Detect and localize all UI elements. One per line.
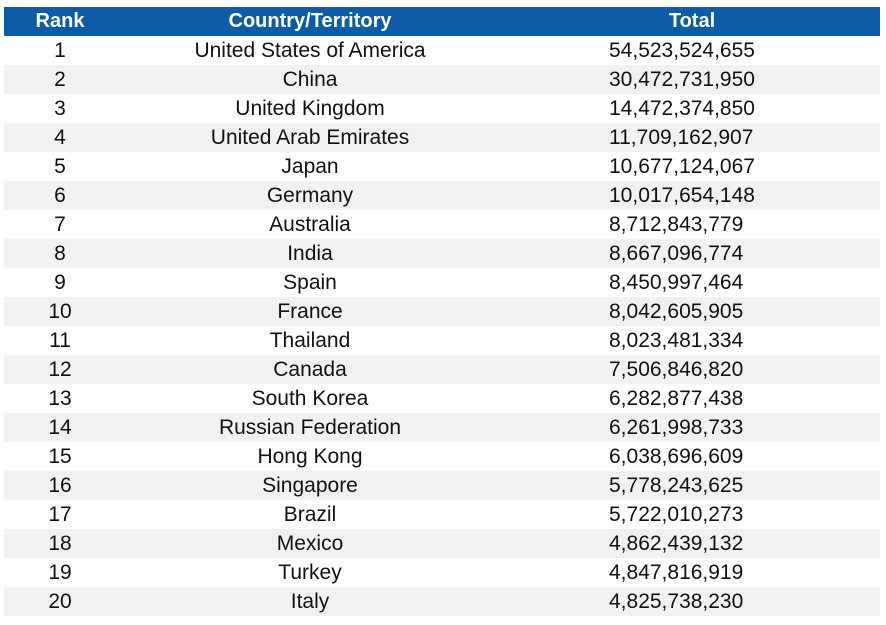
table-row: 19 Turkey 4,847,816,919 [4,558,880,587]
column-header-rank: Rank [35,10,85,32]
total-cell: 8,667,096,774 [609,242,744,265]
country-cell: Hong Kong [257,445,363,468]
rank-cell: 17 [48,503,72,526]
country-cell: Germany [266,184,354,207]
ranking-table-container: Rank Country/Territory Total 1 United Sta… [4,7,880,616]
total-cell: 4,862,439,132 [609,532,744,555]
table-row: 6 Germany 10,017,654,148 [4,181,880,210]
table-row: 11 Thailand 8,023,481,334 [4,326,880,355]
total-cell: 11,709,162,907 [609,126,754,149]
table-row: 12 Canada 7,506,846,820 [4,355,880,384]
rank-cell: 4 [54,126,66,149]
country-cell: Italy [290,590,330,613]
total-cell: 54,523,524,655 [609,39,755,62]
total-cell: 6,282,877,438 [609,387,744,410]
total-cell: 8,023,481,334 [609,329,744,352]
country-cell: Singapore [262,474,358,497]
table-row: 10 France 8,042,605,905 [4,297,880,326]
table-row: 1 United States of America 54,523,524,655 [4,36,880,65]
total-cell: 4,825,738,230 [609,590,744,613]
table-body: 1 United States of America 54,523,524,655 … [4,36,880,616]
rank-cell: 10 [48,300,72,323]
total-cell: 10,017,654,148 [609,184,755,207]
rank-cell: 11 [49,329,71,352]
country-cell: Australia [269,213,351,236]
rank-cell: 9 [54,271,66,294]
country-cell: South Korea [251,387,369,410]
total-cell: 5,722,010,273 [609,503,744,526]
rank-cell: 1 [54,39,66,62]
table-row: 15 Hong Kong 6,038,696,609 [4,442,880,471]
rank-cell: 19 [48,561,72,584]
country-cell: United Kingdom [235,97,385,120]
rank-cell: 20 [48,590,72,613]
rank-cell: 7 [54,213,66,236]
table-row: 8 India 8,667,096,774 [4,239,880,268]
rank-cell: 18 [48,532,72,555]
table-row: 3 United Kingdom 14,472,374,850 [4,94,880,123]
country-cell: Canada [273,358,347,381]
total-cell: 7,506,846,820 [609,358,744,381]
total-cell: 30,472,731,950 [609,68,755,91]
table-row: 18 Mexico 4,862,439,132 [4,529,880,558]
table-header: Rank Country/Territory Total [4,7,880,36]
rank-cell: 6 [54,184,66,207]
country-cell: Mexico [276,532,344,555]
country-cell: United States of America [194,39,426,62]
table-row: 2 China 30,472,731,950 [4,65,880,94]
total-cell: 10,677,124,067 [609,155,755,178]
rank-cell: 2 [54,68,66,91]
country-cell: Spain [283,271,337,294]
rank-cell: 8 [54,242,66,265]
total-cell: 5,778,243,625 [609,474,744,497]
rank-cell: 15 [48,445,72,468]
total-cell: 8,450,997,464 [609,271,744,294]
total-cell: 4,847,816,919 [609,561,744,584]
table-row: 13 South Korea 6,282,877,438 [4,384,880,413]
ranking-table: Rank Country/Territory Total 1 United Sta… [4,7,880,616]
rank-cell: 16 [48,474,72,497]
column-header-country: Country/Territory [228,10,392,32]
rank-cell: 5 [54,155,66,178]
total-cell: 14,472,374,850 [609,97,755,120]
total-cell: 8,042,605,905 [609,300,744,323]
table-row: 9 Spain 8,450,997,464 [4,268,880,297]
table-row: 7 Australia 8,712,843,779 [4,210,880,239]
table-row: 4 United Arab Emirates 11,709,162,907 [4,123,880,152]
table-row: 5 Japan 10,677,124,067 [4,152,880,181]
rank-cell: 3 [54,97,66,120]
column-header-total: Total [668,10,716,32]
rank-cell: 13 [48,387,72,410]
country-cell: Japan [281,155,339,178]
country-cell: Thailand [269,329,351,352]
rank-cell: 14 [48,416,72,439]
country-cell: India [287,242,333,265]
table-row: 17 Brazil 5,722,010,273 [4,500,880,529]
country-cell: China [282,68,338,91]
country-cell: Brazil [283,503,337,526]
country-cell: France [277,300,343,323]
rank-cell: 12 [48,358,72,381]
header-row: Rank Country/Territory Total [4,7,880,36]
country-cell: Turkey [278,561,342,584]
table-row: 16 Singapore 5,778,243,625 [4,471,880,500]
table-row: 14 Russian Federation 6,261,998,733 [4,413,880,442]
total-cell: 8,712,843,779 [609,213,744,236]
table-row: 20 Italy 4,825,738,230 [4,587,880,616]
country-cell: Russian Federation [218,416,402,439]
total-cell: 6,261,998,733 [609,416,744,439]
country-cell: United Arab Emirates [210,126,410,149]
total-cell: 6,038,696,609 [609,445,744,468]
